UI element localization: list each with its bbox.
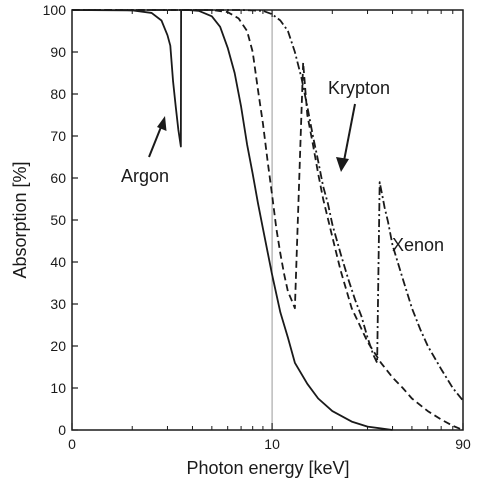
krypton-arrow <box>342 103 356 167</box>
x-tick-label: 10 <box>264 436 280 452</box>
krypton-label: Krypton <box>328 78 390 98</box>
y-tick-label: 80 <box>50 86 66 102</box>
x-tick-label: 90 <box>455 436 471 452</box>
argon-arrowhead <box>157 116 167 131</box>
krypton-arrowhead <box>336 157 349 172</box>
y-tick-label: 50 <box>50 212 66 228</box>
y-tick-label: 70 <box>50 128 66 144</box>
xenon-label: Xenon <box>392 235 444 255</box>
y-tick-label: 10 <box>50 380 66 396</box>
series-layer <box>71 9 464 431</box>
argon-label: Argon <box>121 166 169 186</box>
y-tick-label: 60 <box>50 170 66 186</box>
y-tick-label: 100 <box>43 2 67 18</box>
series-line-xenon <box>72 9 464 402</box>
y-tick-label: 30 <box>50 296 66 312</box>
series-line-argon <box>71 9 393 431</box>
series-line-krypton <box>72 9 464 431</box>
x-axis-title: Photon energy [keV] <box>186 458 349 478</box>
y-tick-label: 20 <box>50 338 66 354</box>
y-axis: 0 10 20 30 40 50 60 70 80 90 100 <box>43 2 78 438</box>
y-tick-label: 90 <box>50 44 66 60</box>
x-tick-label: 0 <box>68 436 76 452</box>
y-axis-title: Absorption [%] <box>10 161 30 278</box>
y-tick-label: 0 <box>58 422 66 438</box>
plot-frame <box>71 9 464 431</box>
y-tick-label: 40 <box>50 254 66 270</box>
x-axis: 0 10 90 <box>68 10 471 452</box>
